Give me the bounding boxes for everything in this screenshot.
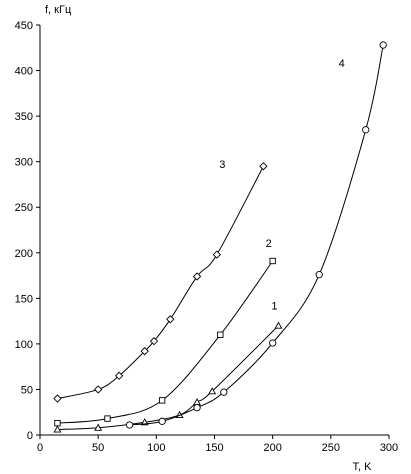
- series-2: [54, 257, 276, 427]
- axes: [39, 25, 389, 436]
- data-point: [104, 415, 111, 422]
- data-point: [114, 371, 124, 380]
- data-point: [269, 339, 277, 347]
- y-tick-label: 400: [15, 66, 33, 78]
- x-axis-ticks: 0 50 100 150 200 250 300: [37, 435, 398, 454]
- y-tick-label: 250: [15, 202, 33, 214]
- series-label: 4: [339, 58, 345, 70]
- series-group: [53, 41, 387, 433]
- x-tick-label: 50: [92, 442, 104, 454]
- data-point: [140, 347, 149, 356]
- x-tick-label: 100: [147, 442, 165, 454]
- x-tick-label: 250: [322, 442, 340, 454]
- data-point: [125, 421, 134, 429]
- data-point: [212, 250, 221, 259]
- y-axis-label: f, кГц: [45, 4, 72, 16]
- data-point: [379, 41, 387, 49]
- y-tick-label: 200: [15, 248, 33, 260]
- data-point: [53, 425, 62, 433]
- y-tick-label: 0: [27, 430, 33, 442]
- series-3: [53, 162, 268, 403]
- data-point: [166, 315, 175, 324]
- data-point: [158, 397, 166, 404]
- series-4: [125, 41, 387, 429]
- data-point: [315, 270, 323, 279]
- series-label: 2: [266, 238, 272, 250]
- data-point: [94, 423, 103, 431]
- data-point: [362, 126, 370, 134]
- series-label: 1: [271, 301, 277, 313]
- x-tick-label: 300: [380, 442, 398, 454]
- data-point: [94, 385, 103, 394]
- data-point: [53, 394, 62, 403]
- x-axis-label: T, K: [353, 461, 373, 473]
- data-point: [158, 417, 166, 425]
- data-point: [269, 257, 276, 265]
- x-tick-label: 0: [37, 442, 43, 454]
- y-tick-label: 100: [15, 339, 33, 351]
- x-tick-label: 150: [205, 442, 223, 454]
- series-1: [53, 321, 283, 433]
- series-label: 3: [219, 159, 225, 171]
- data-point: [259, 162, 268, 171]
- series-line: [129, 44, 384, 426]
- series-line: [57, 325, 279, 431]
- data-point: [54, 419, 61, 427]
- y-tick-label: 50: [21, 384, 33, 396]
- data-point: [192, 272, 202, 281]
- data-point: [217, 331, 224, 338]
- y-tick-label: 450: [15, 20, 33, 32]
- y-tick-label: 350: [15, 111, 33, 123]
- data-point: [274, 321, 283, 329]
- data-point: [193, 398, 202, 406]
- x-tick-label: 200: [263, 442, 281, 454]
- series-labels: 1 2 3 4: [219, 58, 344, 313]
- data-point: [193, 404, 201, 412]
- y-tick-label: 150: [15, 293, 33, 305]
- y-axis-ticks: 0 50 100 150 200 250 300 350 400 450: [15, 20, 40, 442]
- data-point: [149, 336, 159, 346]
- data-point: [220, 388, 228, 396]
- series-line: [57, 260, 274, 424]
- data-point: [208, 387, 217, 395]
- series-line: [57, 165, 264, 400]
- y-tick-label: 300: [15, 157, 33, 169]
